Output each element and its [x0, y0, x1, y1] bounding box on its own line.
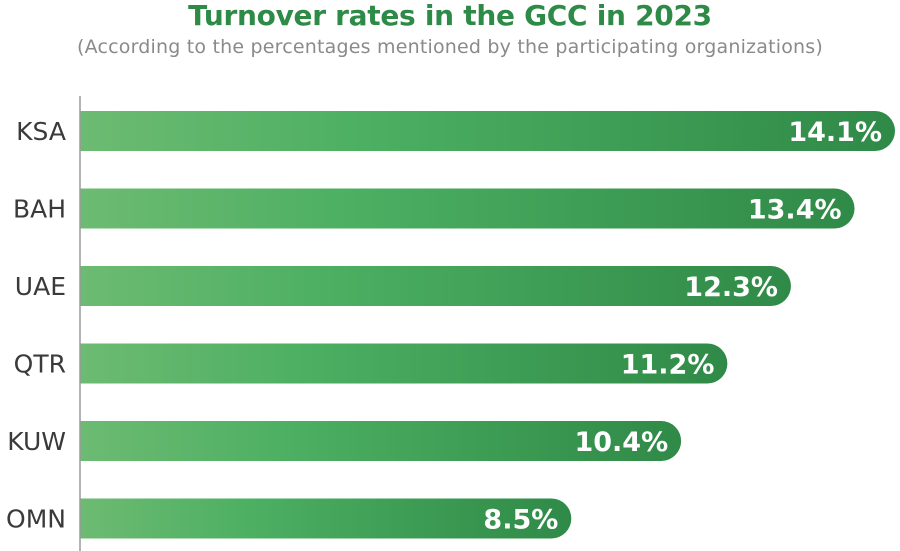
- category-label-ksa: KSA: [16, 117, 66, 146]
- bar-ksa: [80, 111, 895, 151]
- bar-kuw: [80, 421, 682, 461]
- value-label-qtr: 11.2%: [621, 350, 715, 381]
- category-label-kuw: KUW: [7, 427, 66, 456]
- value-label-uae: 12.3%: [684, 272, 778, 303]
- value-label-kuw: 10.4%: [574, 427, 668, 458]
- value-label-omn: 8.5%: [483, 505, 558, 536]
- category-label-qtr: QTR: [14, 350, 66, 379]
- chart-title: Turnover rates in the GCC in 2023: [188, 0, 712, 32]
- value-label-bah: 13.4%: [748, 195, 842, 226]
- category-label-bah: BAH: [13, 195, 66, 224]
- bar-uae: [80, 266, 791, 306]
- chart-subtitle: (According to the percentages mentioned …: [77, 36, 823, 58]
- bar-bah: [80, 188, 855, 229]
- value-label-ksa: 14.1%: [788, 117, 882, 148]
- bars-group: KSA 14.1% BAH 13.4% UAE 12.3% QTR 11.2% KUW 10.4%…: [6, 111, 895, 539]
- bar-omn: [80, 498, 572, 539]
- bar-qtr: [80, 343, 728, 384]
- category-label-uae: UAE: [15, 272, 66, 301]
- category-label-omn: OMN: [6, 505, 66, 534]
